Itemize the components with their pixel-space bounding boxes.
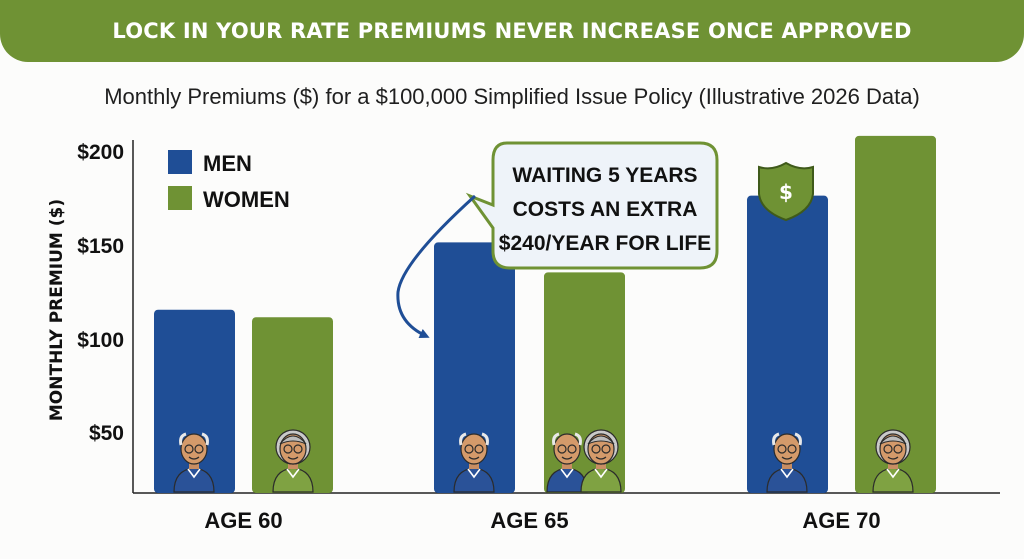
callout-text-line: WAITING 5 YEARS: [512, 164, 697, 187]
legend-swatch-men: [168, 150, 192, 174]
callout-text-line: COSTS AN EXTRA: [513, 198, 698, 221]
x-tick-label: AGE 60: [204, 508, 282, 533]
older-man-avatar: [173, 432, 215, 493]
bar-women: [252, 317, 333, 493]
older-woman-avatar: [272, 429, 314, 493]
chart-title: Monthly Premiums ($) for a $100,000 Simp…: [104, 84, 920, 109]
shield-dollar-icon: [758, 161, 814, 222]
older-man-avatar: [453, 432, 495, 493]
callout-bubble: [465, 141, 719, 270]
bar-men: [434, 242, 515, 493]
callout-text-line: $240/YEAR FOR LIFE: [499, 232, 711, 255]
banner-text: LOCK IN YOUR RATE PREMIUMS NEVER INCREAS…: [112, 19, 912, 43]
legend-label-men: MEN: [203, 151, 252, 176]
x-tick-label: AGE 65: [490, 508, 568, 533]
y-tick-label: $100: [77, 329, 124, 352]
dollar-sign-glyph: $: [779, 180, 793, 204]
legend-swatch-women: [168, 186, 192, 210]
older-man-avatar: [766, 432, 808, 493]
x-tick-label: AGE 70: [802, 508, 880, 533]
header-banner: LOCK IN YOUR RATE PREMIUMS NEVER INCREAS…: [0, 0, 1024, 62]
y-tick-label: $50: [89, 422, 124, 445]
older-couple-avatar: [546, 429, 622, 493]
y-tick-label: $200: [77, 141, 124, 164]
callout-arrow: [396, 194, 477, 338]
y-tick-label: $150: [77, 235, 124, 258]
legend-label-women: WOMEN: [203, 187, 290, 212]
older-man-avatar: [546, 432, 588, 493]
bar-women: [855, 135, 936, 493]
older-woman-avatar: [872, 429, 914, 493]
bar-men: [747, 195, 828, 494]
older-woman-avatar: [580, 429, 622, 493]
bar-men: [154, 309, 235, 493]
